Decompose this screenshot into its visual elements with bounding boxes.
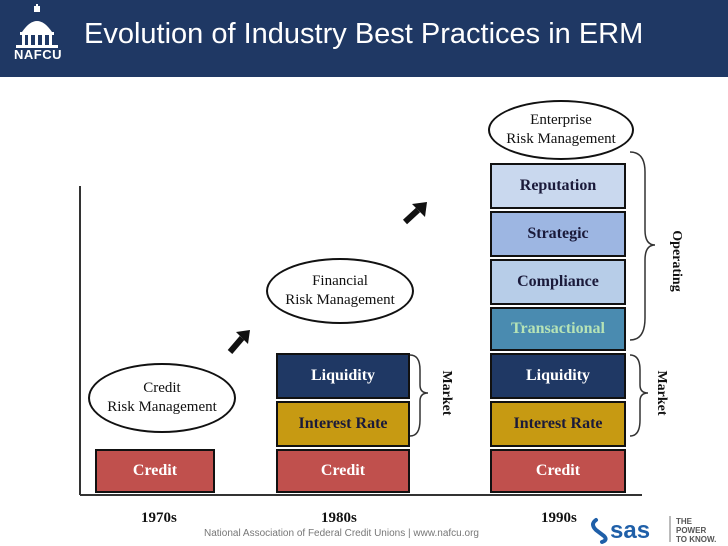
operating-label-1990s: Operating [669, 230, 684, 292]
block-credit-1990s: Credit [490, 449, 626, 493]
decade-label-1970s: 1970s [141, 510, 177, 526]
market-bracket-1980s [409, 354, 429, 437]
block-reputation-1990s: Reputation [490, 163, 626, 209]
ellipse-credit-risk-management: Credit Risk Management [88, 363, 236, 433]
market-label-1980s: Market [439, 370, 454, 416]
block-transactional-1990s: Transactional [490, 307, 626, 351]
sas-tagline-3: TO KNOW. [676, 535, 716, 544]
block-compliance-1990s: Compliance [490, 259, 626, 305]
page-title: Evolution of Industry Best Practices in … [84, 18, 644, 50]
market-label-1990s: Market [654, 370, 669, 416]
operating-bracket-1990s [629, 151, 656, 341]
header-bar: NAFCU Evolution of Industry Best Practic… [0, 0, 728, 77]
block-interest-rate-1980s: Interest Rate [276, 401, 410, 447]
footer-text: National Association of Federal Credit U… [204, 528, 479, 539]
arrow-icon [227, 330, 250, 354]
decade-label-1980s: 1980s [321, 510, 357, 526]
block-credit-1980s: Credit [276, 449, 410, 493]
sas-logo-icon: sas THE POWER TO KNOW. [591, 516, 716, 544]
sas-tagline-2: POWER [676, 526, 706, 535]
market-bracket-1990s [629, 354, 649, 437]
block-interest-rate-1990s: Interest Rate [490, 401, 626, 447]
capitol-dome-icon [16, 4, 58, 48]
logo-text: NAFCU [14, 47, 62, 62]
block-liquidity-1990s: Liquidity [490, 353, 626, 399]
block-credit-1970s: Credit [95, 449, 215, 493]
sas-tagline-1: THE [676, 517, 693, 526]
sas-brand: sas [610, 517, 650, 544]
ellipse-financial-risk-management: Financial Risk Management [266, 258, 414, 324]
decade-label-1990s: 1990s [541, 510, 577, 526]
block-liquidity-1980s: Liquidity [276, 353, 410, 399]
arrow-icon [402, 202, 427, 225]
ellipse-enterprise-risk-management: Enterprise Risk Management [488, 100, 634, 160]
block-strategic-1990s: Strategic [490, 211, 626, 257]
